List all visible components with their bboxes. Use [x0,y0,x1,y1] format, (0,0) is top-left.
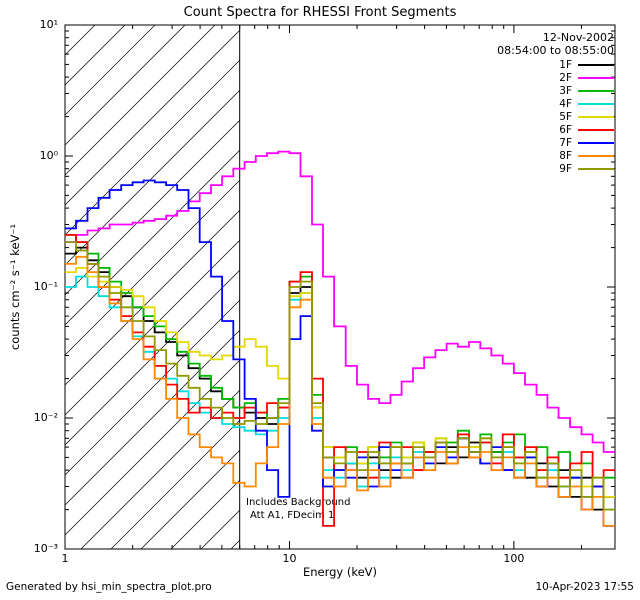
legend: 1F 2F 3F 4F 5F 6F 7F 8F 9F [559,58,614,175]
x-tick-label: 1 [61,552,69,565]
y-tick-label: 10⁻³ [33,542,58,555]
x-axis-label: Energy (keV) [302,565,378,579]
plot-title: Count Spectra for RHESSI Front Segments [183,5,457,20]
legend-color-line [578,167,614,170]
series-8F [65,255,615,527]
y-tick-label: 10⁻¹ [33,280,58,293]
legend-item: 1F [559,58,614,71]
legend-color-line [578,102,614,105]
legend-item: 3F [559,84,614,97]
legend-color-line [578,128,614,131]
legend-label: 2F [559,71,572,84]
series-2F [65,150,615,453]
legend-label: 4F [559,97,572,110]
legend-label: 1F [559,58,572,71]
legend-item: 9F [559,162,614,175]
attenuator-note: Att A1, FDecim 1 [250,510,335,521]
legend-label: 3F [559,84,572,97]
legend-color-line [578,76,614,79]
background-note: Includes Background [246,497,351,508]
legend-color-line [578,89,614,92]
legend-item: 2F [559,71,614,84]
legend-color-line [578,115,614,118]
generated-by-text: Generated by hsi_min_spectra_plot.pro [6,581,212,593]
observation-time-range: 08:54:00 to 08:55:00 [497,44,614,57]
series-6F [65,234,615,527]
observation-date: 12-Nov-2002 [542,31,614,44]
x-tick-label: 100 [503,552,525,565]
legend-label: 6F [559,123,572,136]
legend-item: 4F [559,97,614,110]
legend-item: 6F [559,123,614,136]
legend-label: 5F [559,110,572,123]
legend-label: 9F [559,162,572,175]
legend-label: 7F [559,136,572,149]
spectra-series-group [65,150,615,527]
legend-color-line [578,141,614,144]
legend-item: 7F [559,136,614,149]
legend-color-line [578,154,614,157]
legend-item: 8F [559,149,614,162]
series-9F [65,241,615,511]
generated-datetime: 10-Apr-2023 17:55 [535,581,634,593]
y-tick-label: 10⁰ [39,149,58,162]
legend-color-line [578,63,614,66]
y-tick-label: 10⁻² [33,411,58,424]
y-tick-label: 10¹ [39,18,58,31]
legend-label: 8F [559,149,572,162]
series-4F [65,275,615,511]
series-7F [65,179,615,527]
x-tick-label: 10 [282,552,297,565]
legend-item: 5F [559,110,614,123]
